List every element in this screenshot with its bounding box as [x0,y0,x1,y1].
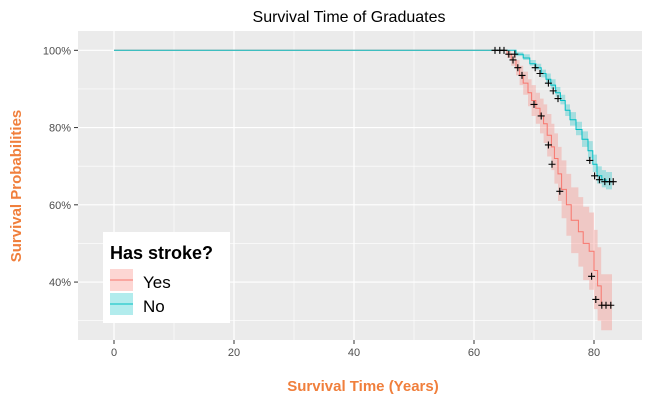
censor-mark-yes [548,160,556,168]
x-tick-label: 40 [348,347,360,359]
legend-label-no: No [143,297,165,316]
censor-mark-yes [514,64,522,72]
survival-curve-yes [114,49,612,306]
legend-keys [110,269,133,315]
censor-mark-yes [588,272,596,280]
y-axis-ticks: 40% 60% 80% 100% [43,45,78,289]
censor-mark-yes [500,46,508,54]
censor-mark-yes [509,56,517,64]
censor-mark-yes [505,50,513,58]
censor-mark-yes [607,301,615,309]
x-tick-label: 60 [468,347,480,359]
censor-mark-no [595,176,603,184]
censor-mark-yes [592,295,600,303]
censor-mark-no [554,95,562,103]
y-tick-label: 80% [49,123,71,135]
censor-mark-no [591,172,599,180]
censor-mark-no [544,79,552,87]
censor-mark-no [586,156,594,164]
censor-mark-no [536,69,544,77]
y-tick-label: 60% [49,200,71,212]
censor-mark-no [531,64,539,72]
survival-curve-no [114,49,612,183]
y-tick-label: 100% [43,45,71,57]
x-axis-title: Survival Time (Years) [287,378,438,395]
survival-curves [114,49,612,306]
censor-mark-yes [556,187,564,195]
y-tick-label: 40% [49,277,71,289]
chart-title: Survival Time of Graduates [253,9,446,26]
y-axis-title: Survival Probabilities [8,110,25,263]
legend-box [103,232,230,323]
censor-mark-no [609,178,617,186]
censor-marks [491,46,617,309]
censor-mark-yes [544,141,552,149]
censor-mark-no [549,87,557,95]
censor-mark-yes [518,71,526,79]
x-tick-label: 0 [111,347,117,359]
censor-mark-yes [537,112,545,120]
x-tick-label: 80 [588,347,600,359]
censor-mark-yes [530,100,538,108]
legend: Has stroke? Yes No [103,232,230,323]
x-tick-label: 20 [228,347,240,359]
legend-label-yes: Yes [143,273,171,292]
legend-title: Has stroke? [110,243,213,263]
x-axis-ticks: 0 20 40 60 80 [111,340,600,359]
censor-mark-no [511,50,519,58]
